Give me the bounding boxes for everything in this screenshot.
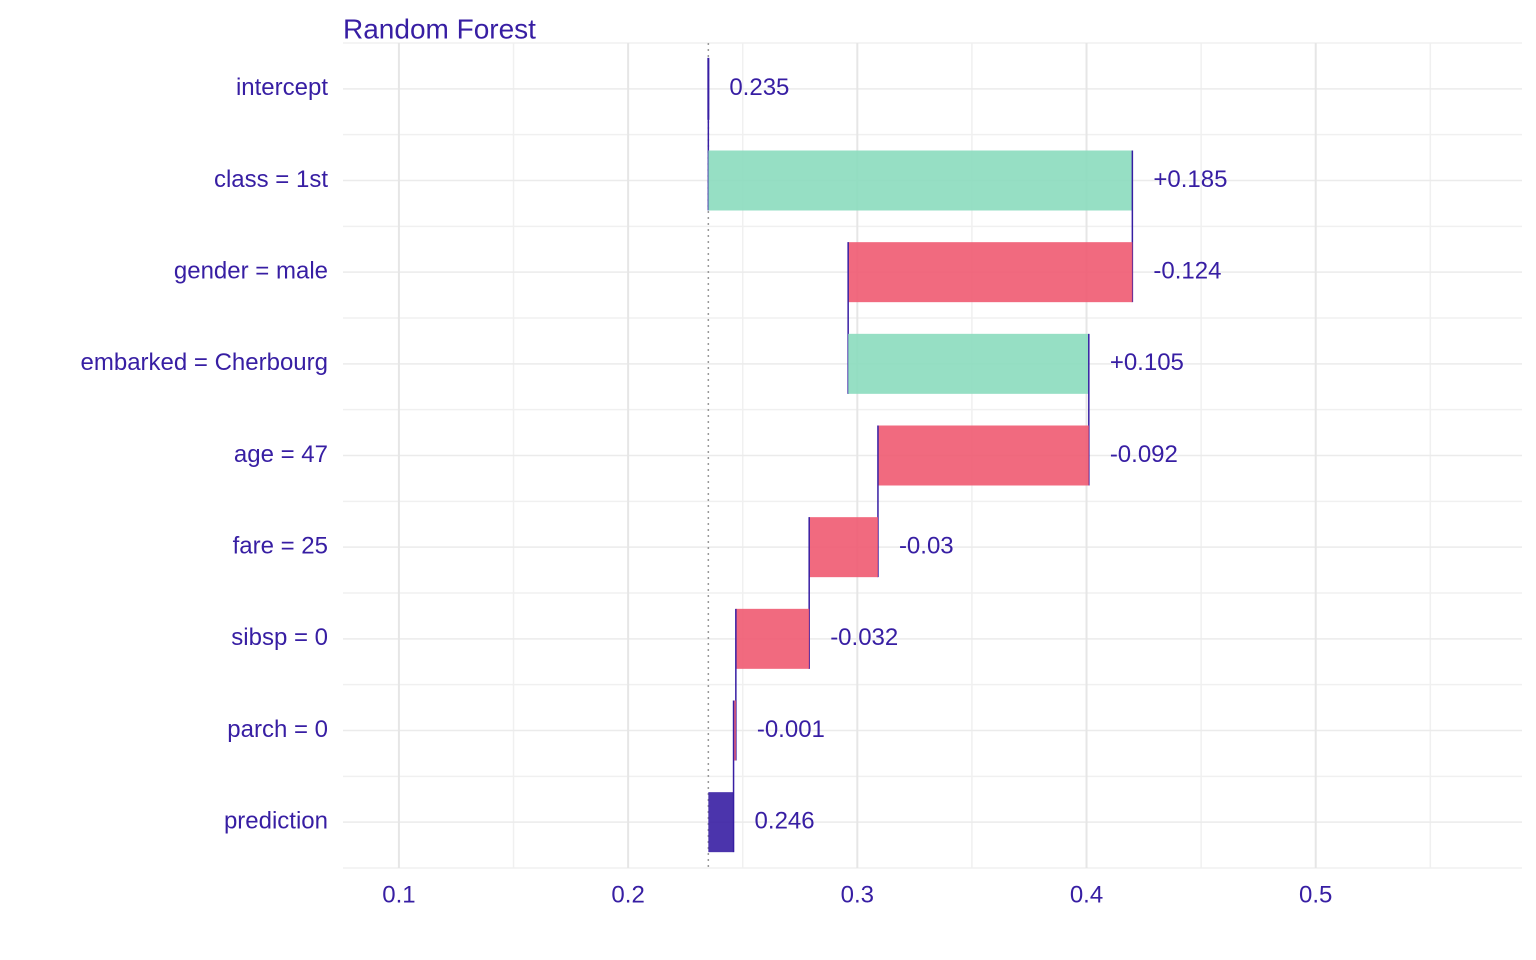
category-label: age = 47 [234,441,328,468]
category-label: gender = male [174,258,328,285]
bar [848,333,1089,394]
bar [735,608,810,669]
x-tick-label: 0.4 [1070,881,1103,908]
x-tick-label: 0.3 [841,881,874,908]
value-label: -0.092 [1110,441,1178,468]
category-label: fare = 25 [233,533,328,560]
value-label: 0.235 [729,74,789,101]
bar [848,242,1133,303]
value-label: -0.124 [1153,258,1221,285]
category-label: prediction [224,808,328,835]
chart-title: Random Forest [343,13,536,44]
category-label: embarked = Cherbourg [81,349,328,376]
category-label: class = 1st [214,166,328,193]
value-label: +0.105 [1110,349,1184,376]
value-label: -0.032 [830,624,898,651]
x-tick-label: 0.2 [611,881,644,908]
value-label: -0.03 [899,533,954,560]
bar [809,517,878,578]
value-label: +0.185 [1153,166,1227,193]
value-label: -0.001 [757,716,825,743]
value-label: 0.246 [755,808,815,835]
bar [877,425,1089,486]
x-tick-label: 0.5 [1299,881,1332,908]
bar [733,700,736,761]
x-tick-label: 0.1 [382,881,415,908]
bar [708,792,734,853]
category-label: sibsp = 0 [231,624,328,651]
category-label: intercept [236,74,328,101]
category-label: parch = 0 [227,716,328,743]
bar [708,150,1133,211]
